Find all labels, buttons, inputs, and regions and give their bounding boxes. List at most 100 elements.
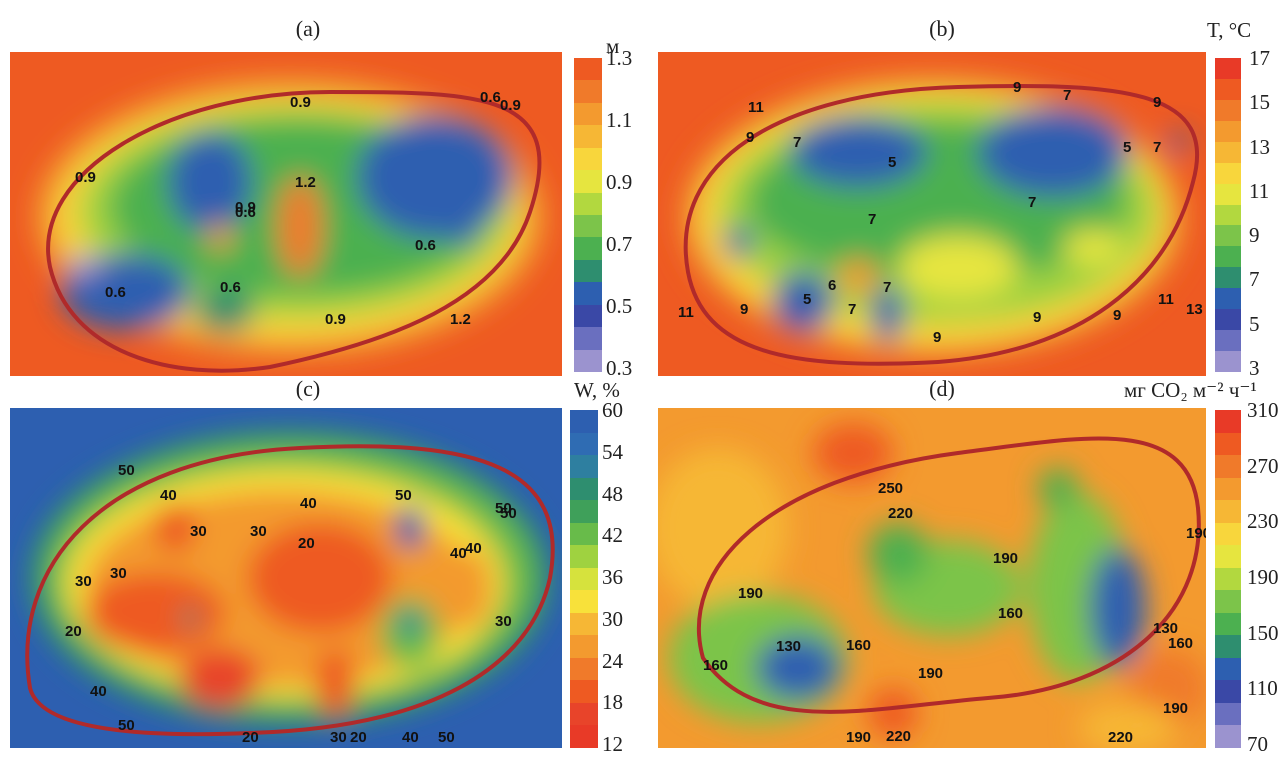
- colorbar-segment: [570, 725, 598, 748]
- colorbar-segment: [574, 260, 602, 283]
- colorbar-segment: [570, 433, 598, 456]
- colorbar-tick-label: 150: [1247, 623, 1279, 644]
- contour-label: 40: [465, 540, 482, 557]
- contour-label: 0.9: [325, 311, 346, 328]
- contour-label: 160: [998, 605, 1023, 622]
- colorbar-segment: [1215, 523, 1241, 546]
- contour-label: 11: [748, 99, 764, 116]
- contour-label: 7: [1063, 87, 1071, 104]
- contour-label: 40: [160, 487, 177, 504]
- colorbar-segment: [1215, 703, 1241, 726]
- colorbar-segment: [1215, 225, 1241, 246]
- colorbar-tick-label: 1.3: [606, 48, 632, 69]
- colorbar-tick-label: 42: [602, 525, 623, 546]
- contour-label: 50: [495, 500, 512, 517]
- colorbar-segment: [1215, 613, 1241, 636]
- colorbar-tick-label: 60: [602, 400, 623, 421]
- contour-label: 30: [250, 523, 267, 540]
- heatmap-b: 11 9 7 9 7 9 5 5 7 7 7 9 9 7 5 6 7 11 9 9 11 13: [658, 52, 1206, 376]
- contour-label: 9: [1013, 79, 1021, 96]
- contour-label: 5: [1123, 139, 1131, 156]
- colorbar-segment: [1215, 288, 1241, 309]
- colorbar-segment: [574, 170, 602, 193]
- contour-label: 160: [846, 637, 871, 654]
- colorbar-segment: [1215, 658, 1241, 681]
- colorbar-tick-label: 230: [1247, 511, 1279, 532]
- contour-label: 40: [300, 495, 317, 512]
- contour-label: 7: [1028, 194, 1036, 211]
- colorbar-tick-label: 9: [1249, 225, 1260, 246]
- contour-label: 40: [90, 683, 107, 700]
- colorbar-segment: [574, 148, 602, 171]
- contour-label: 250: [878, 480, 903, 497]
- contour-label: 1.2: [450, 311, 471, 328]
- colorbar-tick-label: 310: [1247, 400, 1279, 421]
- colorbar-tick-label: 270: [1247, 456, 1279, 477]
- colorbar-tick-label: 3: [1249, 358, 1260, 379]
- colorbar-segment: [1215, 725, 1241, 748]
- contour-label: 0.9: [235, 199, 256, 216]
- contour-label: 7: [1153, 139, 1161, 156]
- colorbar-segment: [1215, 545, 1241, 568]
- contour-label: 30: [330, 729, 347, 746]
- colorbar-segment: [574, 305, 602, 328]
- contour-label: 7: [868, 211, 876, 228]
- contour-label: 9: [740, 301, 748, 318]
- panel-label-a: (a): [278, 16, 338, 42]
- colorbar-segment: [574, 80, 602, 103]
- contour-label: 50: [395, 487, 412, 504]
- colorbar-tick-label: 110: [1247, 678, 1278, 699]
- contour-label: 7: [793, 134, 801, 151]
- colorbar-c: [570, 410, 598, 748]
- colorbar-segment: [1215, 309, 1241, 330]
- colorbar-tick-label: 70: [1247, 734, 1268, 755]
- colorbar-tick-label: 36: [602, 567, 623, 588]
- colorbar-segment: [574, 350, 602, 373]
- contour-label: 0.6: [415, 237, 436, 254]
- contour-label: 190: [846, 729, 871, 746]
- contour-label: 220: [888, 505, 913, 522]
- colorbar-segment: [1215, 163, 1241, 184]
- contour-label: 0.6: [105, 284, 126, 301]
- contour-label: 190: [1163, 700, 1188, 717]
- colorbar-segment: [1215, 121, 1241, 142]
- colorbar-tick-label: 1.1: [606, 110, 632, 131]
- colorbar-segment: [1215, 246, 1241, 267]
- heatmap-d: 2502201901901901601301601301601902201901…: [658, 408, 1206, 748]
- colorbar-segment: [570, 410, 598, 433]
- contour-label: 190: [918, 665, 943, 682]
- colorbar-segment: [1215, 590, 1241, 613]
- panel-label-b: (b): [912, 16, 972, 42]
- colorbar-b: [1215, 58, 1241, 372]
- contour-label: 20: [65, 623, 82, 640]
- contour-label: 50: [438, 729, 455, 746]
- contour-label: 0.9: [290, 94, 311, 111]
- colorbar-segment: [1215, 58, 1241, 79]
- contour-label: 50: [118, 462, 135, 479]
- colorbar-tick-label: 5: [1249, 314, 1260, 335]
- colorbar-segment: [1215, 500, 1241, 523]
- contour-label: 0.9: [75, 169, 96, 186]
- colorbar-tick-label: 15: [1249, 92, 1270, 113]
- colorbar-tick-label: 11: [1249, 181, 1269, 202]
- colorbar-unit-d: мг CO₂ м⁻² ч⁻¹: [1124, 378, 1257, 403]
- contour-label: 9: [1113, 307, 1121, 324]
- contour-label: 30: [110, 565, 127, 582]
- heatmap-c: 50 40 40 50 40 50 30 30 20 30 40 50 30 20 20 30 20 40 50 30…: [10, 408, 562, 748]
- colorbar-tick-label: 18: [602, 692, 623, 713]
- contour-label: 11: [678, 304, 694, 321]
- contour-label: 9: [1033, 309, 1041, 326]
- colorbar-tick-label: 0.7: [606, 234, 632, 255]
- contour-label: 160: [703, 657, 728, 674]
- colorbar-segment: [1215, 205, 1241, 226]
- colorbar-segment: [1215, 79, 1241, 100]
- colorbar-segment: [574, 125, 602, 148]
- colorbar-segment: [574, 193, 602, 216]
- colorbar-segment: [1215, 410, 1241, 433]
- contour-label: 0.6: [480, 89, 501, 106]
- colorbar-tick-label: 48: [602, 484, 623, 505]
- contour-label: 11: [1158, 291, 1174, 308]
- colorbar-segment: [570, 568, 598, 591]
- contour-label: 6: [828, 277, 836, 294]
- colorbar-segment: [1215, 184, 1241, 205]
